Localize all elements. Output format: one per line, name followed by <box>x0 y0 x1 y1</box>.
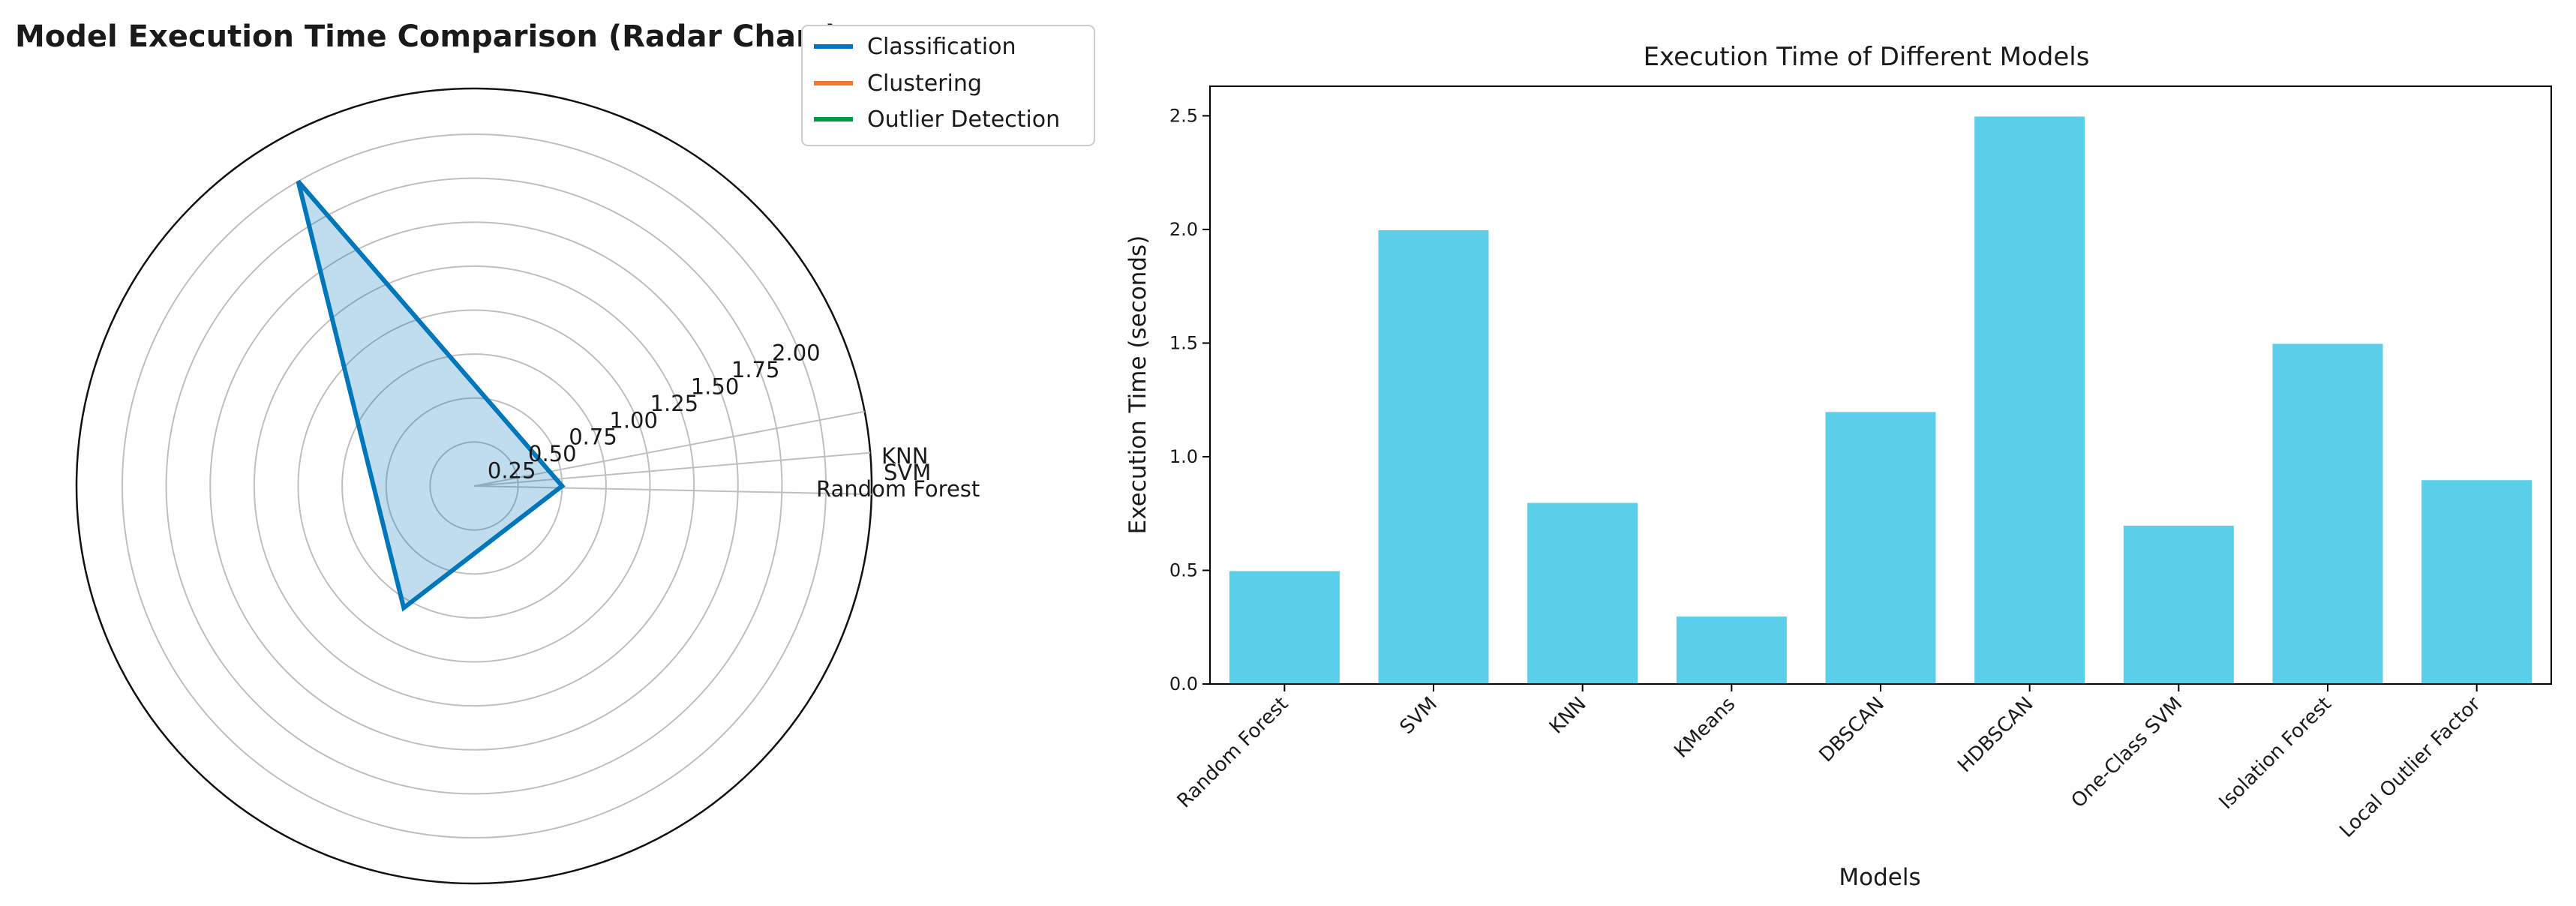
radar-chart: Model Execution Time Comparison (Radar C… <box>15 20 1095 885</box>
legend-label-classification: Classification <box>867 34 1016 60</box>
bar-hdbscan <box>1973 115 2087 685</box>
legend-label-clustering: Clustering <box>867 70 982 97</box>
radar-r-tick-label: 2.00 <box>772 340 821 366</box>
radar-spoke-random-forest <box>473 485 872 496</box>
radar-grid-circle-4 <box>253 265 695 707</box>
y-axis-ticks: 0.0 0.5 1.0 1.5 2.0 2.5 <box>1169 105 1210 694</box>
x-tick-label-knn: KNN <box>1545 693 1591 739</box>
radar-r-tick-label: 1.00 <box>609 407 658 433</box>
radar-chart-title: Model Execution Time Comparison (Radar C… <box>15 20 839 54</box>
x-axis-ticks: Random Forest SVM KNN KMeans DBSCAN HDBSCAN On… <box>1173 684 2485 842</box>
bar-local-outlier-factor <box>2420 478 2534 685</box>
x-tick-label-random-forest: Random Forest <box>1173 693 1293 813</box>
x-tick-label-kmeans: KMeans <box>1670 693 1740 763</box>
bar-isolation-forest <box>2271 342 2385 685</box>
bar-svm <box>1377 228 1491 686</box>
radar-spoke-svm <box>473 452 871 487</box>
radar-r-tick-label: 1.25 <box>650 391 699 416</box>
radar-r-tick-label: 0.50 <box>528 441 577 466</box>
x-tick-label-local-outlier-factor: Local Outlier Factor <box>2335 693 2484 842</box>
radar-grid-circle-3 <box>297 309 651 663</box>
x-tick-label-dbscan: DBSCAN <box>1815 693 1888 766</box>
bar-dbscan <box>1824 410 1938 685</box>
radar-r-tick-label: 0.75 <box>569 424 617 450</box>
radar-axis-label-svm: SVM <box>884 460 931 485</box>
radar-grid-circle-5 <box>209 221 739 751</box>
bar-series <box>1227 115 2534 686</box>
radar-spokes <box>473 410 872 496</box>
x-tick-label-isolation-forest: Isolation Forest <box>2215 693 2336 814</box>
y-tick-label: 1.0 <box>1169 446 1198 467</box>
legend-label-outlier-detection: Outlier Detection <box>867 106 1060 133</box>
y-tick-label: 0.5 <box>1169 560 1198 580</box>
radar-legend: Classification Clustering Outlier Detect… <box>801 25 1095 146</box>
radar-r-tick-label: 1.50 <box>691 374 740 399</box>
bar-knn <box>1526 501 1640 685</box>
bar-one-class-svm <box>2121 524 2235 685</box>
radar-r-tick-label: 0.25 <box>488 458 536 484</box>
bar-kmeans <box>1674 615 1788 686</box>
radar-spoke-knn <box>473 410 865 487</box>
radar-grid-circle-6 <box>165 177 783 795</box>
radar-grid-circle-2 <box>341 353 607 619</box>
y-axis-label: Execution Time (seconds) <box>1124 236 1151 535</box>
x-tick-label-hdbscan: HDBSCAN <box>1953 693 2037 777</box>
y-tick-label: 2.0 <box>1169 219 1198 240</box>
y-tick-label: 1.5 <box>1169 332 1198 353</box>
radar-fill-classification <box>298 181 563 608</box>
x-tick-label-svm: SVM <box>1396 693 1442 739</box>
radar-grid-circle-7 <box>121 133 827 839</box>
y-tick-label: 0.0 <box>1169 674 1198 694</box>
radar-line-classification <box>296 179 566 612</box>
legend-frame <box>801 25 1095 146</box>
radar-axis-label-random-forest: Random Forest <box>816 476 980 502</box>
x-tick-label-one-class-svm: One-Class SVM <box>2067 693 2187 813</box>
radar-outer-circle <box>75 87 873 885</box>
radar-grid-circle-0 <box>429 441 519 531</box>
radar-grid <box>75 87 873 885</box>
bar-random-forest <box>1227 569 1341 685</box>
bar-chart-title: Execution Time of Different Models <box>1644 42 2090 72</box>
y-tick-label: 2.5 <box>1169 105 1198 126</box>
radar-r-tick-label: 1.75 <box>731 357 780 382</box>
plot-frame <box>1209 86 2552 685</box>
radar-axis-label-knn: KNN <box>881 443 928 469</box>
radar-r-tick-labels: 0.250.500.751.001.251.501.752.00 <box>488 340 821 484</box>
radar-series <box>296 179 566 612</box>
x-axis-label: Models <box>1839 864 1920 891</box>
